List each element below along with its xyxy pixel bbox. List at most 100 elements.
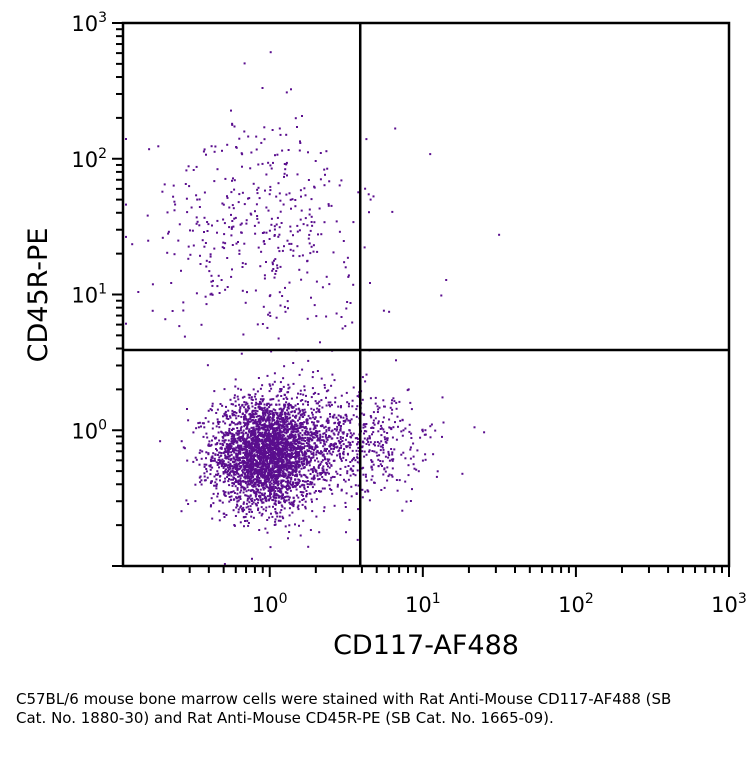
data-point-upper-left xyxy=(208,261,211,263)
data-point-cluster-tail-right xyxy=(338,447,341,450)
data-point-cluster-tail-right xyxy=(330,464,333,467)
data-point-main-cluster xyxy=(249,414,252,417)
data-point-main-cluster xyxy=(254,412,257,414)
data-point-main-cluster xyxy=(258,403,260,406)
data-point-main-cluster xyxy=(292,470,294,472)
data-point-upper-left xyxy=(221,246,224,249)
data-point-main-cluster xyxy=(260,468,263,471)
data-point-main-cluster xyxy=(239,427,242,430)
data-point-main-cluster xyxy=(269,433,272,436)
data-point-main-cluster xyxy=(274,520,277,523)
data-point-main-cluster xyxy=(243,461,246,464)
data-point-main-cluster xyxy=(290,411,293,414)
data-point-main-cluster xyxy=(311,413,314,416)
data-point-main-cluster xyxy=(232,490,235,493)
data-point-upper-left xyxy=(195,216,198,219)
data-point-main-cluster xyxy=(302,393,305,396)
data-point-upper-left xyxy=(285,163,288,166)
data-point-cluster-tail-right xyxy=(320,460,323,463)
data-point-cluster-tail-right xyxy=(314,416,317,419)
data-point-main-cluster xyxy=(275,453,278,456)
data-point-upper-left xyxy=(299,218,302,221)
data-point-main-cluster xyxy=(290,441,293,444)
data-point-cluster-tail-right xyxy=(305,419,308,421)
data-point-main-cluster xyxy=(294,433,297,436)
data-point-cluster-tail-right xyxy=(290,405,293,408)
data-point-main-cluster xyxy=(347,441,350,444)
data-point-upper-left xyxy=(241,262,244,265)
data-point-main-cluster xyxy=(234,414,237,417)
data-point-upper-left xyxy=(255,135,258,138)
data-point-main-cluster xyxy=(313,476,316,479)
data-point-cluster-tail-right xyxy=(391,475,394,478)
data-point-upper-left xyxy=(338,184,341,187)
data-point-cluster-tail-right xyxy=(278,465,281,468)
data-point-cluster-tail-right xyxy=(316,432,319,435)
data-point-cluster-tail-right xyxy=(327,419,330,422)
data-point-main-cluster xyxy=(221,501,224,504)
data-point-main-cluster xyxy=(282,485,285,488)
data-point-main-cluster xyxy=(224,414,227,417)
data-point-cluster-far-right xyxy=(288,433,291,436)
data-point-main-cluster xyxy=(234,481,237,483)
data-point-cluster-tail-right xyxy=(315,498,318,501)
data-point-cluster-far-right xyxy=(362,441,365,444)
data-point-main-cluster xyxy=(252,430,255,433)
data-point-main-cluster xyxy=(267,402,270,405)
data-point-cluster-tail-right xyxy=(249,416,252,419)
data-point-main-cluster xyxy=(256,479,259,482)
data-point-upper-left xyxy=(230,275,233,278)
data-point-main-cluster xyxy=(277,460,280,463)
data-point-cluster-tail-right xyxy=(314,445,317,448)
data-point-cluster-tail-right xyxy=(379,463,382,466)
data-point-main-cluster xyxy=(221,461,224,464)
data-point-cluster-tail-right xyxy=(248,413,251,416)
data-point-main-cluster xyxy=(227,432,230,435)
data-point-cluster-far-right xyxy=(370,478,373,481)
data-point-main-cluster xyxy=(287,473,290,476)
data-point-main-cluster xyxy=(261,461,264,464)
data-point-main-cluster xyxy=(243,525,245,528)
data-point-main-cluster xyxy=(222,512,225,515)
data-point-cluster-tail-right xyxy=(319,462,322,465)
data-point-cluster-tail-right xyxy=(342,450,345,453)
data-point-main-cluster xyxy=(255,425,258,428)
data-point-upper-left xyxy=(263,126,266,129)
data-point-upper-left xyxy=(258,197,261,200)
data-point-main-cluster xyxy=(282,445,285,448)
data-point-main-cluster xyxy=(238,465,241,468)
data-point-upper-left xyxy=(303,187,306,190)
data-point-main-cluster xyxy=(265,474,268,477)
data-point-cluster-tail-right xyxy=(273,493,276,495)
data-point-cluster-tail-right xyxy=(268,443,271,446)
data-point-main-cluster xyxy=(224,469,227,472)
data-point-main-cluster xyxy=(252,454,255,457)
data-point-main-cluster xyxy=(302,437,305,440)
data-point-upper-left xyxy=(186,211,189,214)
data-point-main-cluster xyxy=(307,414,310,417)
data-point-upper-left xyxy=(264,189,266,192)
data-point-cluster-tail-right xyxy=(384,455,387,458)
data-point-upper-left xyxy=(247,197,249,200)
data-point-main-cluster xyxy=(273,477,276,480)
data-point-main-cluster xyxy=(279,420,282,423)
data-point-main-cluster xyxy=(285,455,288,457)
data-point-upper-left xyxy=(222,241,225,244)
data-point-main-cluster xyxy=(205,468,208,470)
data-point-main-cluster xyxy=(258,443,261,446)
data-point-cluster-far-right xyxy=(376,405,379,408)
data-point-cluster-tail-right xyxy=(318,411,321,413)
data-point-main-cluster xyxy=(315,411,318,414)
data-point-main-cluster xyxy=(305,489,308,492)
data-point-cluster-tail-right xyxy=(309,437,312,440)
data-point-main-cluster xyxy=(281,408,283,411)
data-point-main-cluster xyxy=(280,497,283,500)
data-point-main-cluster xyxy=(275,437,278,440)
data-point-main-cluster xyxy=(254,469,257,472)
data-point-main-cluster xyxy=(284,449,287,452)
data-point-main-cluster xyxy=(293,466,296,469)
data-point-upper-left xyxy=(262,305,265,308)
data-point-main-cluster xyxy=(278,472,281,475)
data-point-main-cluster xyxy=(271,444,274,447)
data-point-main-cluster xyxy=(241,460,244,463)
